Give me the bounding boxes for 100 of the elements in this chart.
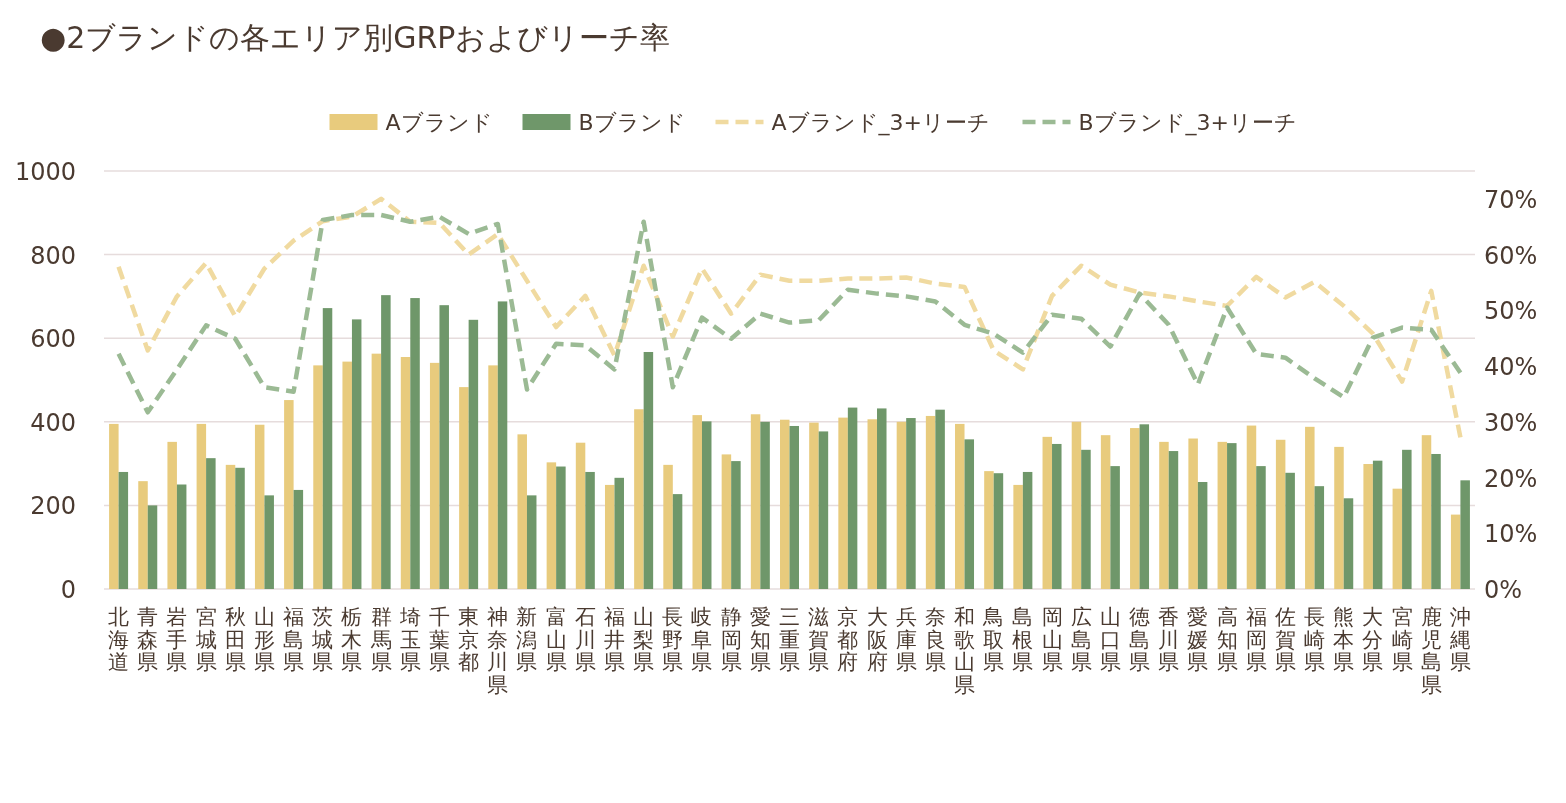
xtick: 鹿児島県 (1420, 605, 1442, 697)
bar (1363, 464, 1373, 589)
bar (225, 464, 236, 589)
bar (1159, 441, 1169, 589)
ytick: 0 (60, 576, 76, 604)
xtick: 佐賀県 (1274, 605, 1296, 674)
xtick: 島根県 (1012, 605, 1034, 674)
xtick: 福島県 (283, 605, 305, 674)
bar (439, 305, 449, 589)
bar (789, 425, 799, 589)
xtick: 高知県 (1216, 605, 1238, 674)
bar (1100, 435, 1111, 589)
bar (1275, 439, 1286, 589)
bar (780, 419, 790, 589)
xtick: 北海道 (108, 605, 130, 674)
bar (196, 423, 207, 589)
bar (1343, 498, 1354, 589)
xtick: 大阪府 (866, 605, 888, 674)
xtick: 大分県 (1362, 605, 1384, 674)
bar (1197, 481, 1208, 589)
bar (1139, 424, 1150, 589)
bar (293, 489, 304, 589)
bar (750, 414, 761, 589)
bar (1314, 486, 1325, 589)
y2tick: 60% (1484, 241, 1538, 270)
bar (488, 365, 498, 589)
xtick: 宮崎県 (1391, 605, 1413, 674)
xtick: 静岡県 (720, 605, 742, 674)
bar (1256, 466, 1266, 589)
bar (138, 481, 148, 589)
bar (1071, 421, 1082, 589)
xtick: 東京都 (458, 605, 480, 674)
bar (1081, 449, 1091, 589)
bar (1402, 449, 1412, 589)
bar (614, 477, 624, 589)
y2tick: 70% (1484, 185, 1538, 214)
bar (176, 484, 187, 589)
legend-label: Bブランド_3+リーチ (1078, 110, 1298, 136)
xtick: 栃木県 (341, 605, 363, 674)
xtick: 群馬県 (370, 605, 392, 674)
xtick: 京都府 (837, 605, 859, 674)
bar (906, 418, 916, 589)
bar (1246, 425, 1257, 589)
xtick: 千葉県 (428, 605, 450, 674)
ytick: 200 (30, 492, 76, 521)
bar (1013, 484, 1023, 589)
bar (867, 419, 878, 589)
bar (634, 409, 644, 589)
bar (118, 471, 129, 589)
xtick: 鳥取県 (983, 605, 1005, 674)
bar (206, 458, 216, 589)
bar (1022, 471, 1033, 589)
bar (721, 454, 732, 589)
xtick: 青森県 (137, 605, 159, 674)
bar (1460, 480, 1470, 589)
y2tick: 40% (1484, 353, 1538, 382)
bar (925, 415, 936, 589)
bar (109, 423, 119, 589)
xtick: 奈良県 (924, 605, 946, 674)
xtick: 三重県 (779, 605, 800, 674)
bar (147, 505, 158, 589)
bar (254, 424, 265, 589)
bar (604, 484, 615, 589)
xtick: 山形県 (253, 605, 275, 674)
xtick: 岡山県 (1041, 605, 1063, 674)
xtick: 秋田県 (224, 605, 246, 674)
y2tick: 0% (1484, 576, 1523, 604)
y2tick: 30% (1484, 408, 1538, 437)
bar (1052, 443, 1062, 589)
bar (1285, 472, 1295, 589)
bar (1217, 441, 1228, 589)
xtick: 福岡県 (1245, 605, 1267, 674)
bar (964, 439, 975, 589)
xtick: 沖縄県 (1449, 605, 1471, 674)
xtick: 熊本県 (1333, 605, 1355, 674)
xtick: 岐阜県 (691, 605, 713, 674)
bar (313, 365, 323, 589)
xtick: 茨城県 (312, 605, 334, 674)
xtick: 宮城県 (195, 605, 217, 674)
bar (1450, 514, 1461, 589)
bar (993, 473, 1004, 589)
bar (955, 423, 965, 589)
bar (672, 494, 683, 589)
bar (1334, 446, 1344, 589)
bar (459, 387, 469, 589)
xtick: 山口県 (1099, 605, 1121, 674)
xtick: 山梨県 (633, 605, 655, 674)
bar (984, 471, 994, 589)
bar (731, 461, 741, 589)
bar (1421, 435, 1432, 589)
bar (760, 421, 770, 589)
bar (167, 441, 177, 589)
xtick: 兵庫県 (895, 605, 917, 674)
y2tick: 20% (1484, 464, 1538, 493)
xtick: 徳島県 (1129, 605, 1151, 674)
bar (526, 495, 537, 589)
bar (1042, 436, 1053, 589)
bar (1227, 443, 1237, 589)
bar (371, 353, 382, 589)
ytick: 1000 (14, 158, 76, 186)
